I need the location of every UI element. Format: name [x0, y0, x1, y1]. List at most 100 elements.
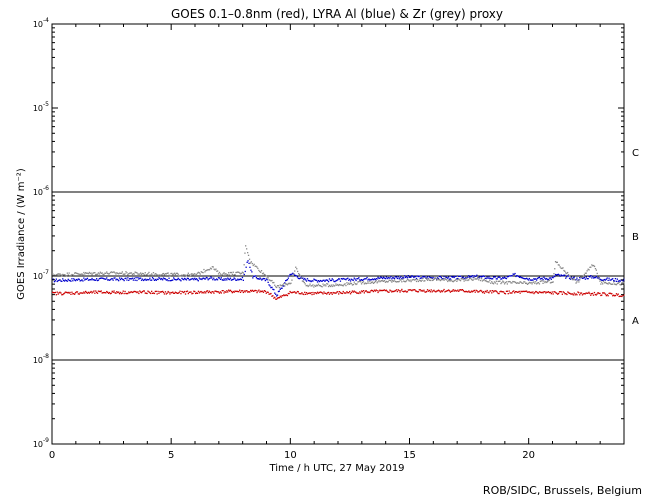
data-point	[615, 284, 618, 286]
data-point	[223, 292, 225, 294]
data-point	[299, 275, 302, 277]
data-point	[454, 289, 456, 291]
data-point	[71, 291, 73, 293]
data-point	[82, 280, 84, 282]
data-point	[538, 291, 541, 293]
data-point	[146, 278, 148, 281]
data-point	[534, 291, 536, 294]
data-point	[211, 277, 213, 279]
data-point	[580, 276, 582, 278]
data-point	[239, 278, 241, 281]
data-point	[571, 278, 573, 280]
data-point	[369, 291, 371, 294]
data-point	[382, 277, 384, 280]
data-point	[228, 272, 230, 274]
data-point	[274, 296, 276, 298]
data-point	[514, 292, 516, 294]
data-point	[100, 272, 102, 274]
data-point	[168, 291, 170, 294]
data-point	[593, 264, 595, 267]
data-point	[445, 290, 447, 292]
data-point	[608, 282, 610, 284]
data-point	[620, 279, 622, 281]
data-point	[416, 291, 419, 293]
data-point	[183, 279, 185, 281]
data-point	[367, 281, 369, 283]
data-point	[623, 281, 625, 284]
data-point	[242, 291, 244, 294]
data-point	[140, 277, 142, 279]
data-point	[600, 294, 602, 297]
data-point	[377, 276, 379, 278]
data-point	[567, 271, 569, 274]
data-point	[296, 276, 299, 278]
data-point	[68, 292, 70, 294]
data-point	[195, 273, 198, 275]
data-point	[132, 273, 134, 275]
data-point	[72, 280, 74, 282]
data-point	[565, 277, 567, 279]
data-point	[505, 290, 508, 292]
data-point	[222, 290, 224, 292]
data-point	[490, 277, 492, 279]
data-point	[186, 290, 189, 292]
y-tick-label: 10-8	[33, 353, 49, 365]
data-point	[129, 278, 132, 280]
data-point	[234, 278, 236, 280]
data-point	[501, 291, 503, 293]
data-point	[118, 272, 121, 274]
data-point	[222, 273, 224, 275]
data-point	[578, 281, 580, 283]
data-point	[437, 289, 440, 291]
data-point	[69, 274, 71, 277]
data-point	[558, 292, 560, 295]
data-point	[410, 289, 412, 291]
data-point	[301, 280, 304, 282]
data-point	[388, 277, 390, 279]
data-point	[183, 291, 185, 294]
data-point	[203, 277, 205, 279]
data-point	[297, 291, 299, 293]
data-point	[486, 276, 488, 278]
data-point	[173, 292, 176, 294]
data-point	[501, 278, 503, 280]
data-point	[220, 274, 222, 276]
data-point	[450, 290, 453, 292]
data-point	[465, 279, 467, 282]
data-point	[418, 275, 420, 277]
data-point	[191, 293, 193, 295]
data-point	[573, 276, 575, 278]
data-point	[342, 285, 344, 287]
data-point	[63, 274, 65, 276]
data-point	[380, 290, 382, 292]
data-point	[401, 278, 403, 280]
data-point	[415, 290, 417, 292]
data-point	[78, 278, 80, 280]
data-point	[181, 274, 183, 276]
data-point	[131, 291, 134, 294]
data-point	[361, 279, 364, 281]
data-point	[242, 272, 244, 274]
data-point	[217, 270, 219, 272]
data-point	[471, 291, 474, 293]
data-point	[412, 289, 414, 291]
data-point	[381, 289, 383, 292]
data-point	[383, 280, 386, 282]
data-point	[85, 290, 87, 293]
data-point	[349, 293, 352, 295]
data-point	[157, 290, 159, 293]
data-point	[281, 287, 283, 289]
data-point	[492, 283, 495, 285]
data-point	[98, 273, 101, 275]
data-point	[167, 280, 169, 282]
data-point	[118, 291, 120, 293]
data-point	[553, 291, 555, 293]
data-point	[487, 281, 489, 283]
data-point	[66, 280, 68, 282]
data-point	[77, 293, 79, 295]
data-point	[334, 284, 336, 287]
data-point	[223, 278, 225, 280]
data-point	[227, 277, 229, 279]
data-point	[285, 279, 288, 281]
data-point	[234, 290, 236, 292]
